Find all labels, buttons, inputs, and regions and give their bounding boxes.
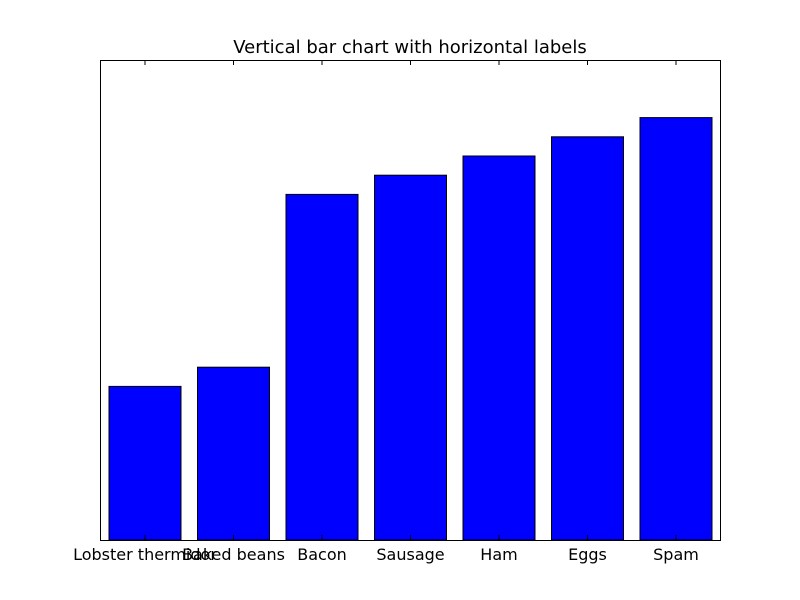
x-tick-label: Spam	[653, 545, 699, 564]
x-tick-label: Eggs	[568, 545, 607, 564]
plot-area-frame	[100, 60, 721, 541]
chart-title: Vertical bar chart with horizontal label…	[233, 37, 587, 58]
x-tick-label: Bacon	[297, 545, 347, 564]
bars-group	[108, 117, 713, 541]
bar-eggs	[551, 136, 624, 541]
x-tick-label: Baked beans	[182, 545, 285, 564]
bar-bacon	[285, 193, 359, 541]
bar-sausage	[374, 174, 447, 541]
x-tick-label: Sausage	[376, 545, 444, 564]
x-tick-label: Ham	[480, 545, 517, 564]
bar-baked-beans	[197, 366, 270, 541]
bar-ham	[462, 155, 536, 541]
x-tick-label: Lobster thermidor	[73, 545, 217, 564]
bar-lobster-thermidor	[108, 385, 182, 541]
bar-spam	[639, 117, 713, 541]
